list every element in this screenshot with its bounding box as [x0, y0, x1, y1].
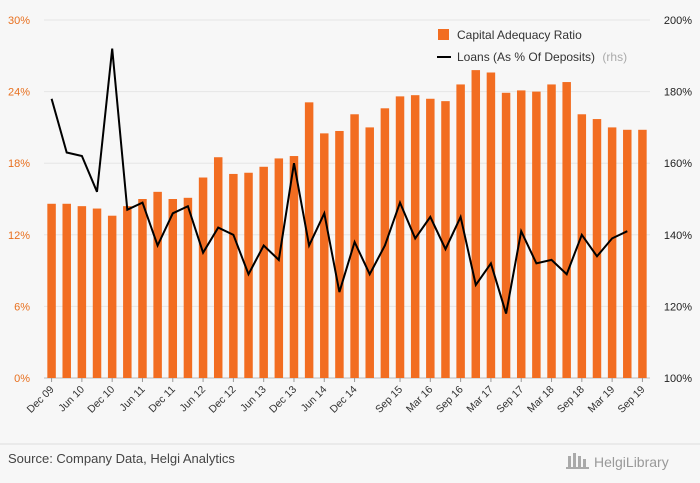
x-tick-label: Sep 16: [434, 384, 466, 416]
bar: [638, 129, 647, 378]
bar: [153, 191, 162, 378]
bar: [441, 101, 450, 378]
x-tick-label: Jun 13: [238, 384, 269, 415]
bar: [350, 114, 359, 379]
line-series: [50, 48, 628, 314]
bar: [123, 206, 132, 378]
left-tick-label: 18%: [8, 158, 30, 170]
bar: [501, 92, 511, 378]
x-tick-label: Mar 16: [404, 384, 436, 416]
right-tick-label: 200%: [664, 15, 692, 27]
x-tick-label: Sep 19: [616, 384, 648, 416]
bar: [289, 156, 299, 378]
x-tick-label: Dec 14: [328, 384, 360, 416]
bar: [274, 158, 284, 378]
bar: [168, 199, 178, 378]
bar: [607, 127, 617, 379]
legend-line-label: Loans (As % Of Deposits): [457, 50, 595, 64]
x-tick-label: Sep 17: [494, 384, 526, 416]
x-tick-label: Sep 18: [555, 384, 587, 416]
legend: Capital Adequacy Ratio Loans (As % Of De…: [437, 28, 627, 64]
x-tick-label: Jun 12: [177, 384, 208, 415]
bar: [471, 70, 481, 379]
left-tick-label: 0%: [14, 373, 30, 385]
bar: [47, 203, 56, 378]
bar: [395, 96, 405, 378]
right-tick-label: 180%: [664, 87, 692, 99]
left-tick-label: 6%: [14, 301, 30, 313]
left-tick-label: 12%: [8, 230, 30, 242]
bar: [229, 173, 238, 378]
bar: [107, 215, 117, 378]
x-tick-label: Dec 09: [25, 384, 57, 416]
bar: [213, 157, 223, 378]
right-tick-label: 100%: [664, 373, 692, 385]
bar: [562, 82, 571, 378]
bar: [532, 91, 541, 378]
line-path: [50, 48, 628, 314]
bar: [577, 114, 587, 379]
x-tick-label: Mar 18: [525, 384, 557, 416]
bar: [335, 130, 344, 378]
x-tick-label: Jun 10: [56, 384, 87, 415]
x-tick-label: Dec 11: [146, 384, 178, 416]
bar: [426, 98, 435, 378]
x-tick-label: Dec 10: [85, 384, 117, 416]
bar: [320, 133, 329, 378]
x-tick-label: Mar 19: [586, 384, 618, 416]
bar: [456, 84, 465, 378]
brand-name: HelgiLibrary: [594, 454, 669, 470]
legend-bar-swatch: [438, 29, 449, 40]
legend-bar-label: Capital Adequacy Ratio: [457, 28, 582, 42]
right-axis: 100% 120% 140% 160% 180% 200%: [664, 15, 692, 385]
bar: [77, 206, 87, 378]
library-icon: [566, 453, 589, 469]
bar: [486, 72, 496, 379]
bar: [198, 177, 208, 378]
right-tick-label: 120%: [664, 301, 692, 313]
legend-line-text: Loans (As % Of Deposits) (rhs): [457, 50, 627, 64]
bar: [62, 203, 71, 378]
bar: [365, 127, 374, 379]
left-tick-label: 24%: [8, 87, 30, 99]
x-tick-label: Mar 17: [464, 384, 496, 416]
bar: [547, 84, 556, 378]
right-tick-label: 140%: [664, 230, 692, 242]
bar-series: [47, 70, 647, 379]
grid-lines: [44, 19, 650, 379]
bar: [592, 119, 602, 379]
bar: [138, 199, 147, 378]
left-axis: 0% 6% 12% 18% 24% 30%: [8, 15, 30, 385]
x-tick-label: Jun 11: [117, 384, 147, 414]
right-tick-label: 160%: [664, 158, 692, 170]
legend-line-suffix: (rhs): [602, 50, 627, 64]
brand-logo: HelgiLibrary: [566, 453, 669, 470]
bar: [92, 208, 102, 378]
bar: [183, 197, 193, 378]
x-tick-label: Jun 14: [299, 384, 330, 415]
bar: [259, 166, 268, 378]
x-tick-label: Dec 13: [267, 384, 299, 416]
x-tick-label: Dec 12: [206, 384, 238, 416]
left-tick-label: 30%: [8, 15, 30, 27]
source-note: Source: Company Data, Helgi Analytics: [8, 451, 235, 466]
x-tick-label: Sep 15: [373, 384, 405, 416]
bar: [623, 129, 632, 378]
